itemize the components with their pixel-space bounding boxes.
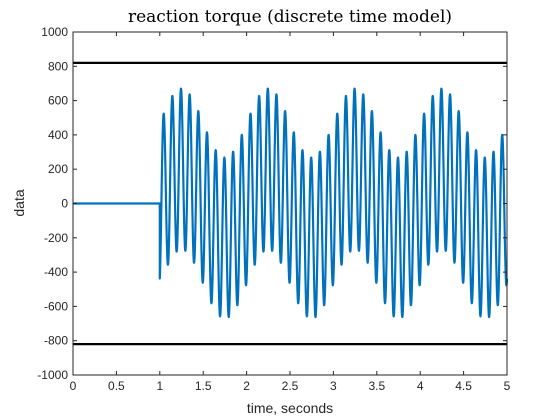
y-tick-label: 1000 — [41, 25, 68, 39]
x-tick-label: 0.5 — [108, 379, 125, 393]
x-tick-label: 5 — [504, 379, 511, 393]
y-tick-label: 200 — [48, 162, 68, 176]
x-axis-label: time, seconds — [247, 400, 333, 416]
x-tick-label: 2 — [243, 379, 250, 393]
series-layer — [73, 61, 509, 346]
y-tick-label: -400 — [44, 265, 68, 279]
y-tick-label: -200 — [44, 231, 68, 245]
x-axis: 0 0.5 1 1.5 2 2.5 3 3.5 4 4.5 5 — [70, 32, 511, 393]
y-tick-label: 0 — [61, 197, 68, 211]
y-tick-label: -800 — [44, 334, 68, 348]
y-tick-label: 600 — [48, 94, 68, 108]
y-tick-label: 800 — [48, 59, 68, 73]
chart-title: reaction torque (discrete time model) — [128, 7, 452, 27]
x-tick-label: 1.5 — [195, 379, 212, 393]
y-tick-label: -600 — [44, 299, 68, 313]
x-tick-label: 3 — [330, 379, 337, 393]
series-line-torque — [73, 87, 509, 319]
y-axis-label: data — [11, 189, 27, 216]
x-tick-label: 2.5 — [282, 379, 299, 393]
x-tick-label: 1 — [156, 379, 163, 393]
x-tick-label: 3.5 — [368, 379, 385, 393]
x-tick-label: 4 — [417, 379, 424, 393]
x-tick-label: 0 — [70, 379, 77, 393]
y-axis: -1000 -800 -600 -400 -200 0 200 400 600 800 1000 — [37, 25, 507, 382]
y-tick-label: -1000 — [37, 368, 68, 382]
x-tick-label: 4.5 — [455, 379, 472, 393]
y-tick-label: 400 — [48, 128, 68, 142]
